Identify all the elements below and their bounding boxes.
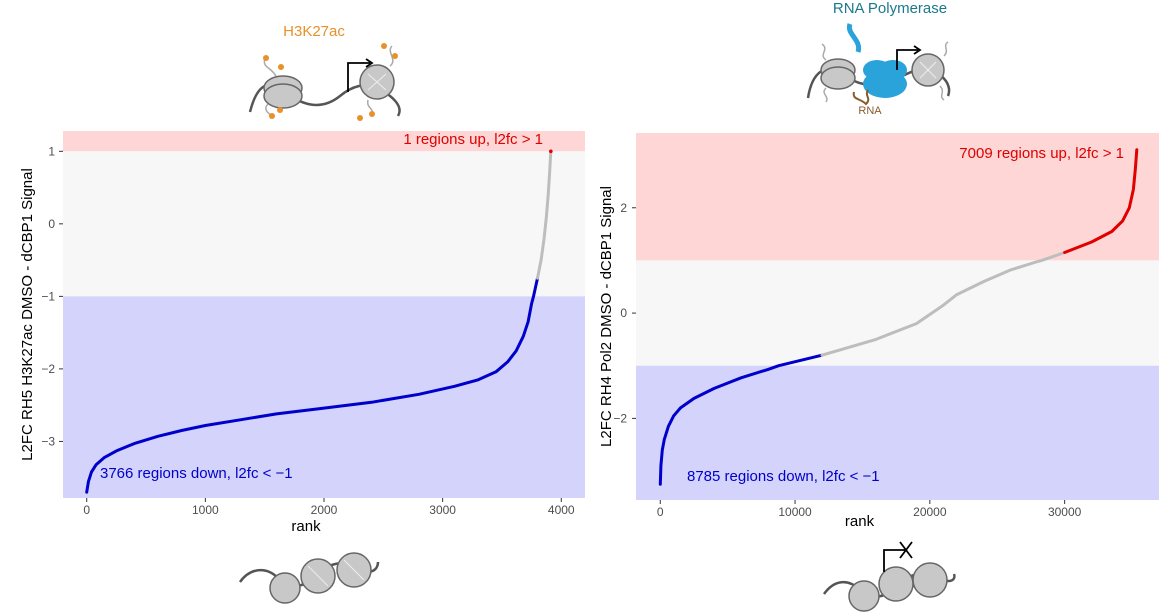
annotation-up: 7009 regions up, l2fc > 1 [959,145,1124,162]
x-axis-title: rank [845,513,875,530]
y-axis-title: L2FC RH4 Pol2 DMSO - dCBP1 Signal [598,186,615,447]
y-tick-label: −2 [41,362,55,376]
chart-panel-h3k27ac: −3 −2 −1 0 1 0 1000 2000 3000 4000 rank L2FC RH5 H3… [19,131,585,535]
x-tick-label: 2000 [311,503,338,517]
series-line-neutral [536,149,553,280]
blocked-transcription-nucleosomes-icon [822,541,956,612]
y-axis-title: L2FC RH5 H3K27ac DMSO - dCBP1 Signal [19,168,36,461]
band-up [636,133,1159,261]
top-left-illustration: H3K27ac [248,23,401,121]
band-down [636,365,1159,500]
top-right-illustration: RNA Polymerase RNA [806,0,951,117]
x-tick-label: 20000 [913,505,947,519]
annotation-down: 8785 regions down, l2fc < −1 [687,468,880,485]
band-neutral [63,151,585,297]
x-tick-label: 1000 [192,503,219,517]
y-tick-label: 2 [620,201,627,215]
x-tick-label: 4000 [548,503,575,517]
y-tick-label: 0 [620,306,627,320]
acetylated-nucleosomes-icon [248,43,401,121]
chart-panel-pol2: −2 0 2 0 10000 20000 30000 rank L2FC RH4 Pol2 DM… [598,133,1159,530]
y-tick-label: 1 [48,144,55,158]
x-tick-label: 0 [83,503,90,517]
band-down [63,296,585,498]
series-line-down [85,276,539,494]
series-line-down [658,353,824,486]
y-tick-label: 0 [48,217,55,231]
y-tick-label: −1 [41,289,55,303]
x-tick-label: 10000 [778,505,812,519]
x-axis-title: rank [291,518,321,535]
compacted-nucleosomes-icon [238,552,380,604]
annotation-up: 1 regions up, l2fc > 1 [403,131,543,148]
band-neutral [636,260,1159,366]
band-up [63,131,585,152]
x-tick-label: 30000 [1048,505,1082,519]
h3k27ac-label: H3K27ac [283,23,345,40]
y-tick-label: −2 [613,411,627,425]
rna-polymerase-nucleosomes-icon: RNA [806,23,951,117]
up-region-point [549,149,553,154]
y-tick-label: −3 [41,434,55,448]
rna-label: RNA [858,105,882,117]
rna-polymerase-label: RNA Polymerase [833,0,947,17]
annotation-down: 3766 regions down, l2fc < −1 [100,465,293,482]
series-line-neutral [820,251,1067,357]
series-line-up [1063,148,1139,254]
x-tick-label: 0 [657,505,664,519]
x-tick-label: 3000 [429,503,456,517]
